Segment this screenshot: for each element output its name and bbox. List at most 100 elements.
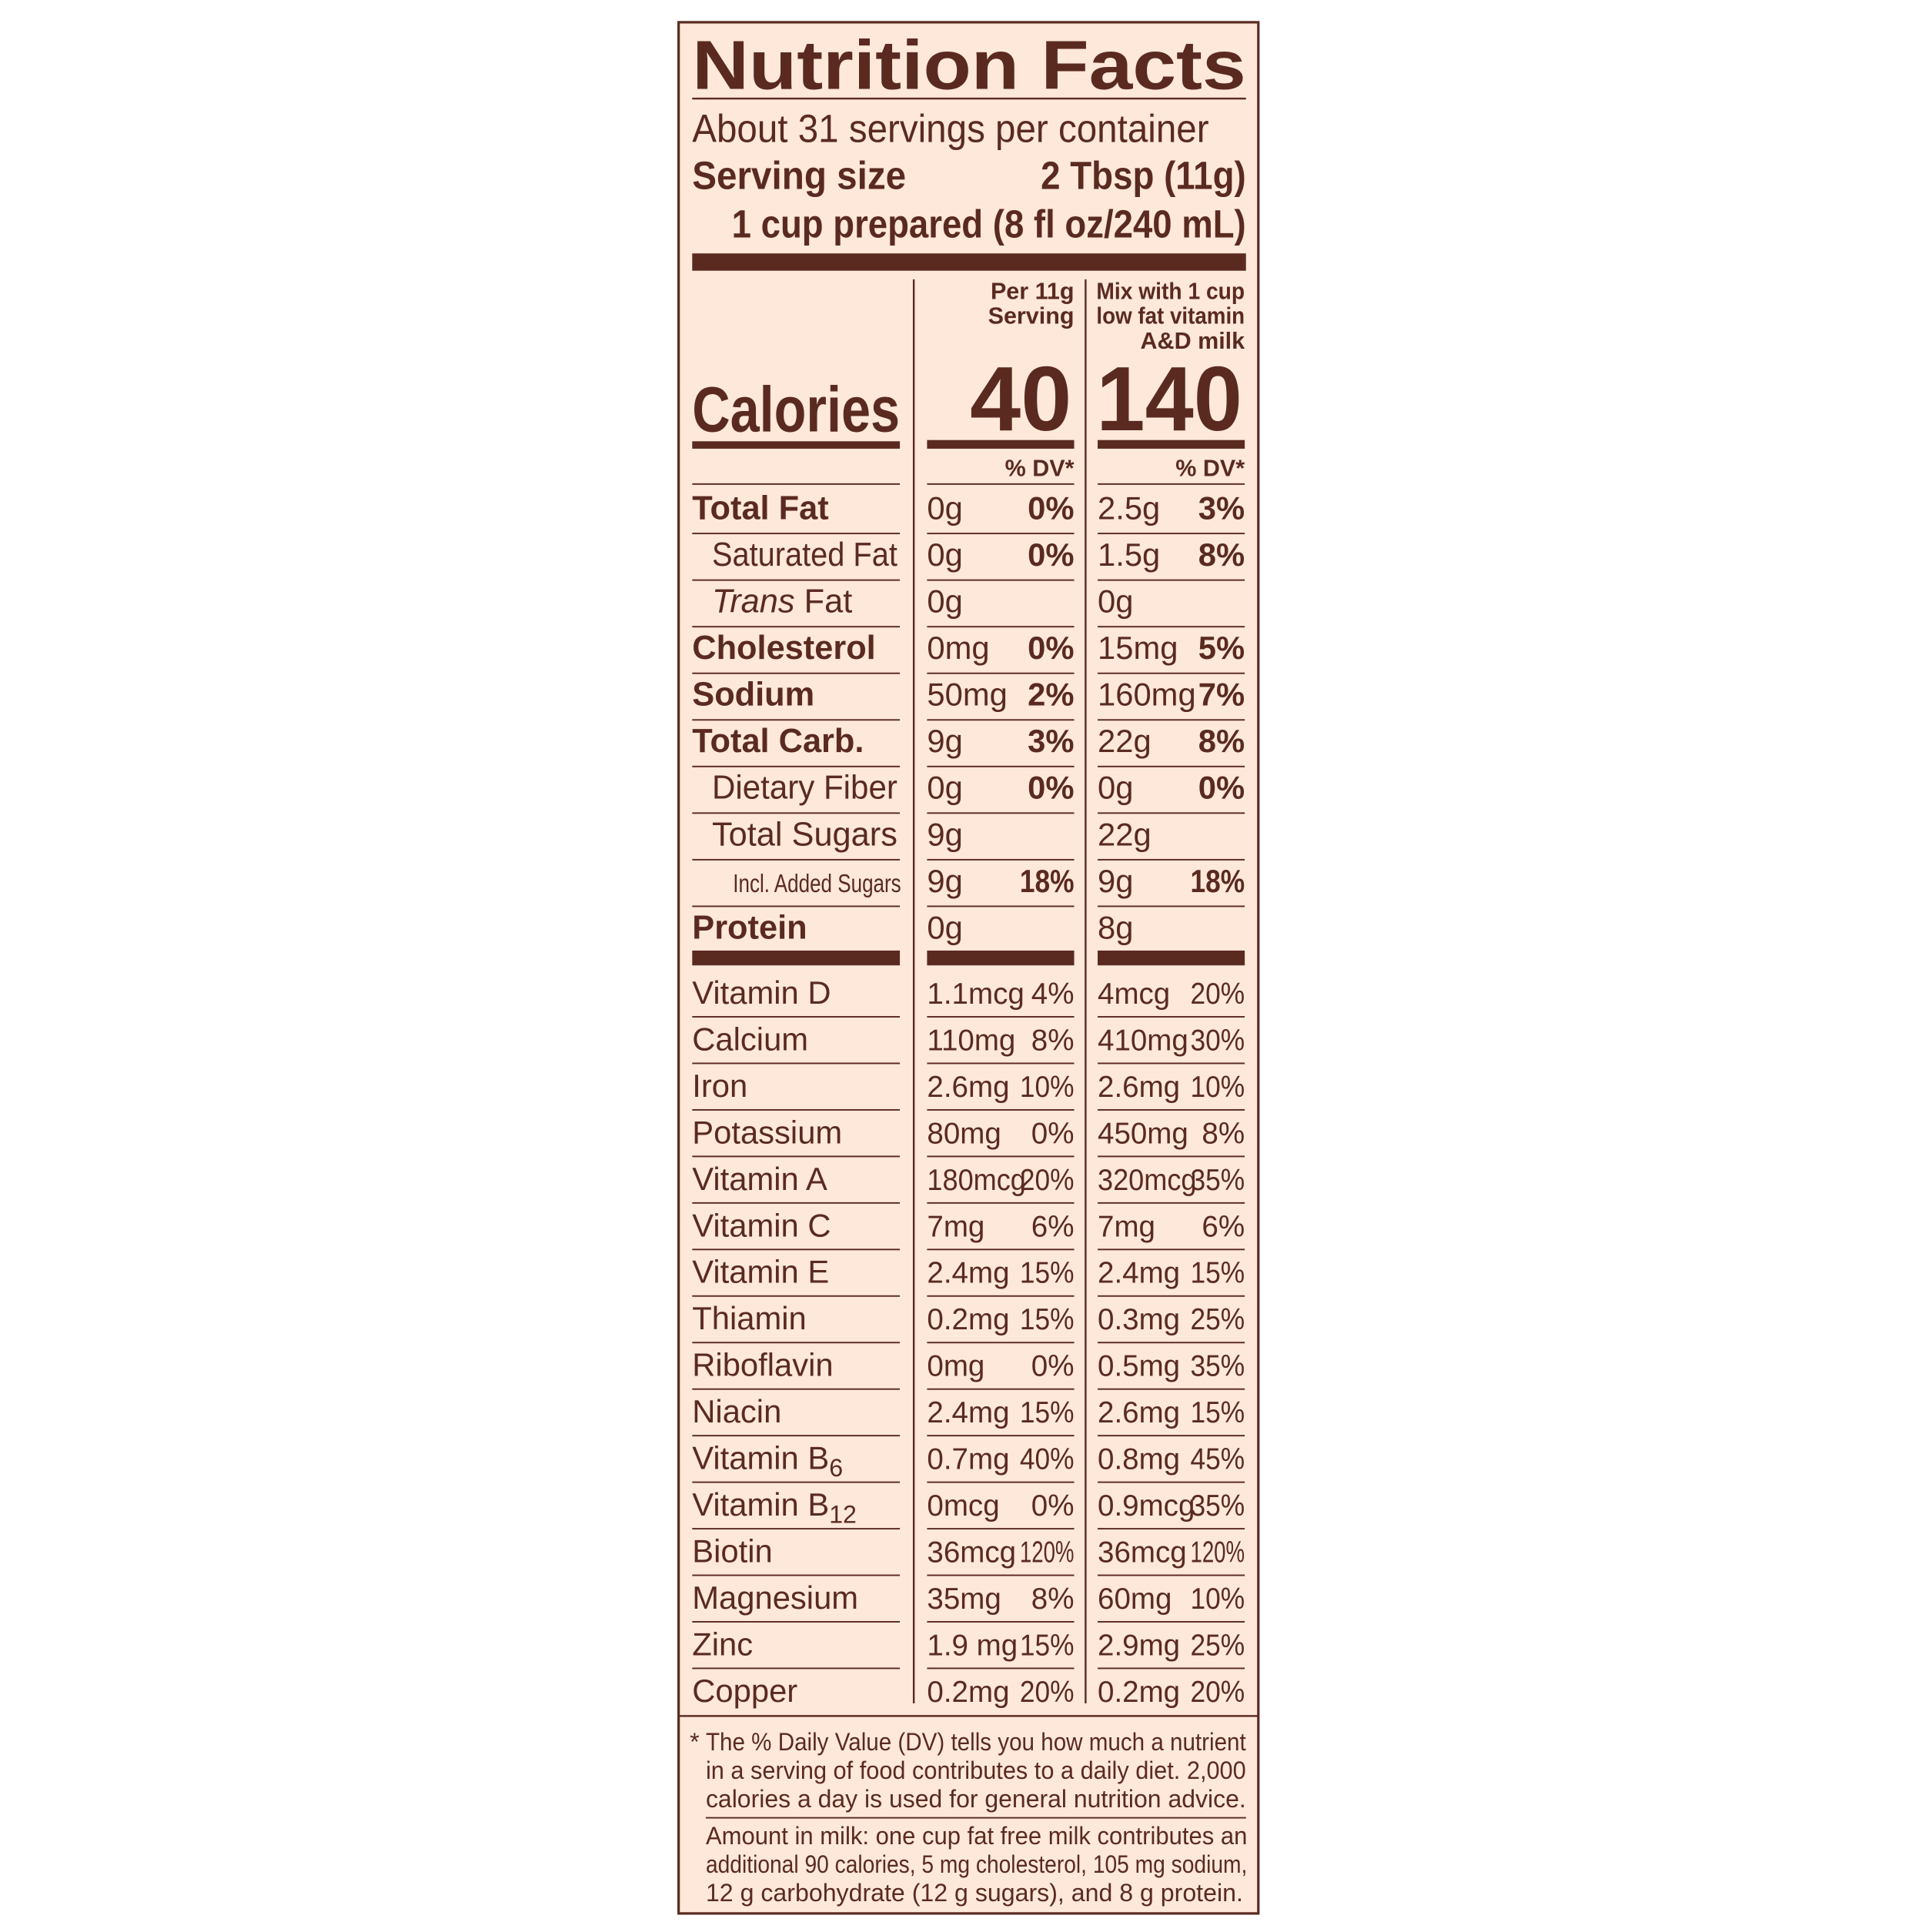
row-rule [1098, 1621, 1245, 1623]
row-rule [692, 1248, 901, 1251]
dv-header: % DV* [1175, 455, 1245, 481]
vitamin-dv: 15% [1020, 1303, 1075, 1336]
row-rule [692, 1667, 901, 1670]
row-rule [692, 626, 901, 628]
row-rule [1098, 1202, 1245, 1204]
nutrient-amount: 8g [1098, 909, 1133, 945]
nutrient-name: Total Sugars [712, 816, 897, 853]
serving-size-label: Serving size [692, 153, 906, 198]
vitamin-name: Zinc [692, 1626, 753, 1662]
vitamin-dv: 120% [1020, 1536, 1075, 1569]
nutrient-name-prefix: Trans [712, 583, 795, 620]
nutrient-name: Total Fat [692, 490, 828, 526]
vitamin-name-text: Copper [692, 1673, 797, 1709]
row-rule [692, 905, 901, 908]
row-rule [692, 765, 901, 767]
section-rule [705, 1817, 1246, 1819]
vitamin-dv: 45% [1190, 1443, 1245, 1476]
vitamin-name: Vitamin B6 [692, 1440, 843, 1482]
vitamin-amount: 1.9 mg [927, 1629, 1018, 1662]
vitamin-dv: 25% [1190, 1629, 1245, 1662]
footnote-mark: * [690, 1728, 700, 1756]
row-rule [1098, 765, 1245, 767]
row-rule [927, 1342, 1075, 1344]
vitamin-name: Vitamin A [692, 1161, 827, 1197]
row-rule [692, 1528, 901, 1530]
row-rule [1098, 1667, 1245, 1670]
vitamin-amount: 7mg [1098, 1210, 1155, 1243]
row-rule [692, 1295, 901, 1297]
row-rule [692, 858, 901, 861]
vitamin-dv: 35% [1190, 1350, 1245, 1383]
row-rule [927, 1574, 1075, 1576]
prepared: 1 cup prepared (8 fl oz/240 mL) [732, 201, 1246, 246]
nutrient-amount: 0g [927, 583, 962, 620]
vitamin-dv: 8% [1031, 1024, 1075, 1057]
vitamin-name: Magnesium [692, 1579, 858, 1616]
footnote-line: calories a day is used for general nutri… [706, 1785, 1246, 1813]
vitamin-name: Potassium [692, 1114, 842, 1150]
row-rule [927, 719, 1075, 721]
nutrient-name: Trans Fat [712, 583, 852, 620]
vitamin-amount: 2.6mg [1098, 1071, 1180, 1104]
milk-note-line: 12 g carbohydrate (12 g sugars), and 8 g… [706, 1879, 1243, 1907]
vitamin-amount: 0.2mg [1098, 1676, 1180, 1709]
row-rule [1098, 1155, 1245, 1158]
section-rule [678, 1715, 1258, 1717]
nutrient-amount: 0g [1098, 583, 1133, 620]
nutrient-dv: 18% [1190, 863, 1245, 899]
vitamin-name: Vitamin E [692, 1254, 829, 1290]
vitamin-dv: 6% [1031, 1210, 1075, 1243]
rule [692, 97, 1246, 100]
nutrient-amount: 9g [927, 723, 962, 759]
vitamin-name: Thiamin [692, 1300, 806, 1336]
row-rule [1098, 1342, 1245, 1344]
row-rule [1098, 1481, 1245, 1483]
column-header: low fat vitamin [1096, 303, 1245, 329]
thick-bar [692, 253, 1246, 271]
vitamin-amount: 110mg [927, 1024, 1015, 1057]
vitamin-dv: 20% [1190, 978, 1245, 1011]
footnote-line: in a serving of food contributes to a da… [706, 1757, 1246, 1784]
vitamin-dv: 35% [1190, 1164, 1245, 1197]
row-rule [1098, 1295, 1245, 1297]
vitamin-dv: 120% [1190, 1536, 1245, 1569]
nutrient-dv: 3% [1198, 490, 1245, 526]
vitamin-name-text: Vitamin E [692, 1254, 829, 1290]
vitamin-dv: 10% [1190, 1071, 1245, 1104]
vitamin-name: Niacin [692, 1393, 781, 1429]
nutrient-dv: 0% [1028, 770, 1074, 806]
nutrient-amount: 0g [927, 490, 962, 526]
vitamin-dv: 20% [1190, 1676, 1245, 1709]
nutrient-amount: 0g [927, 909, 962, 945]
vitamin-amount: 35mg [927, 1583, 1001, 1616]
vitamin-dv: 20% [1020, 1164, 1075, 1197]
vitamin-name-text: Riboflavin [692, 1347, 833, 1383]
vitamin-name-text: Vitamin B [692, 1486, 829, 1523]
vitamin-name: Riboflavin [692, 1347, 833, 1383]
row-rule [1098, 1574, 1245, 1576]
row-rule [1098, 1108, 1245, 1111]
nutrient-name: Saturated Fat [712, 536, 897, 573]
vitamin-name-sub: 12 [829, 1501, 857, 1529]
rule [927, 440, 1075, 449]
row-rule [692, 1062, 901, 1065]
vitamin-name: Vitamin D [692, 974, 831, 1011]
row-rule [692, 719, 901, 721]
vitamin-dv: 15% [1020, 1396, 1075, 1429]
column-header: Per 11g [991, 279, 1075, 305]
vitamin-amount: 0.7mg [927, 1443, 1009, 1476]
vitamin-amount: 36mcg [927, 1536, 1016, 1569]
row-rule [692, 579, 901, 581]
row-rule [692, 812, 901, 814]
row-rule [927, 626, 1075, 628]
servings: About 31 servings per container [692, 106, 1208, 151]
row-rule [692, 533, 901, 535]
vitamin-name: Biotin [692, 1533, 772, 1569]
vitamin-amount: 2.6mg [927, 1071, 1009, 1104]
vitamin-amount: 2.4mg [927, 1257, 1009, 1290]
row-rule [692, 1388, 901, 1390]
thick-bar [692, 950, 901, 966]
vitamin-amount: 450mg [1098, 1117, 1188, 1150]
nutrient-amount: 22g [1098, 723, 1152, 759]
